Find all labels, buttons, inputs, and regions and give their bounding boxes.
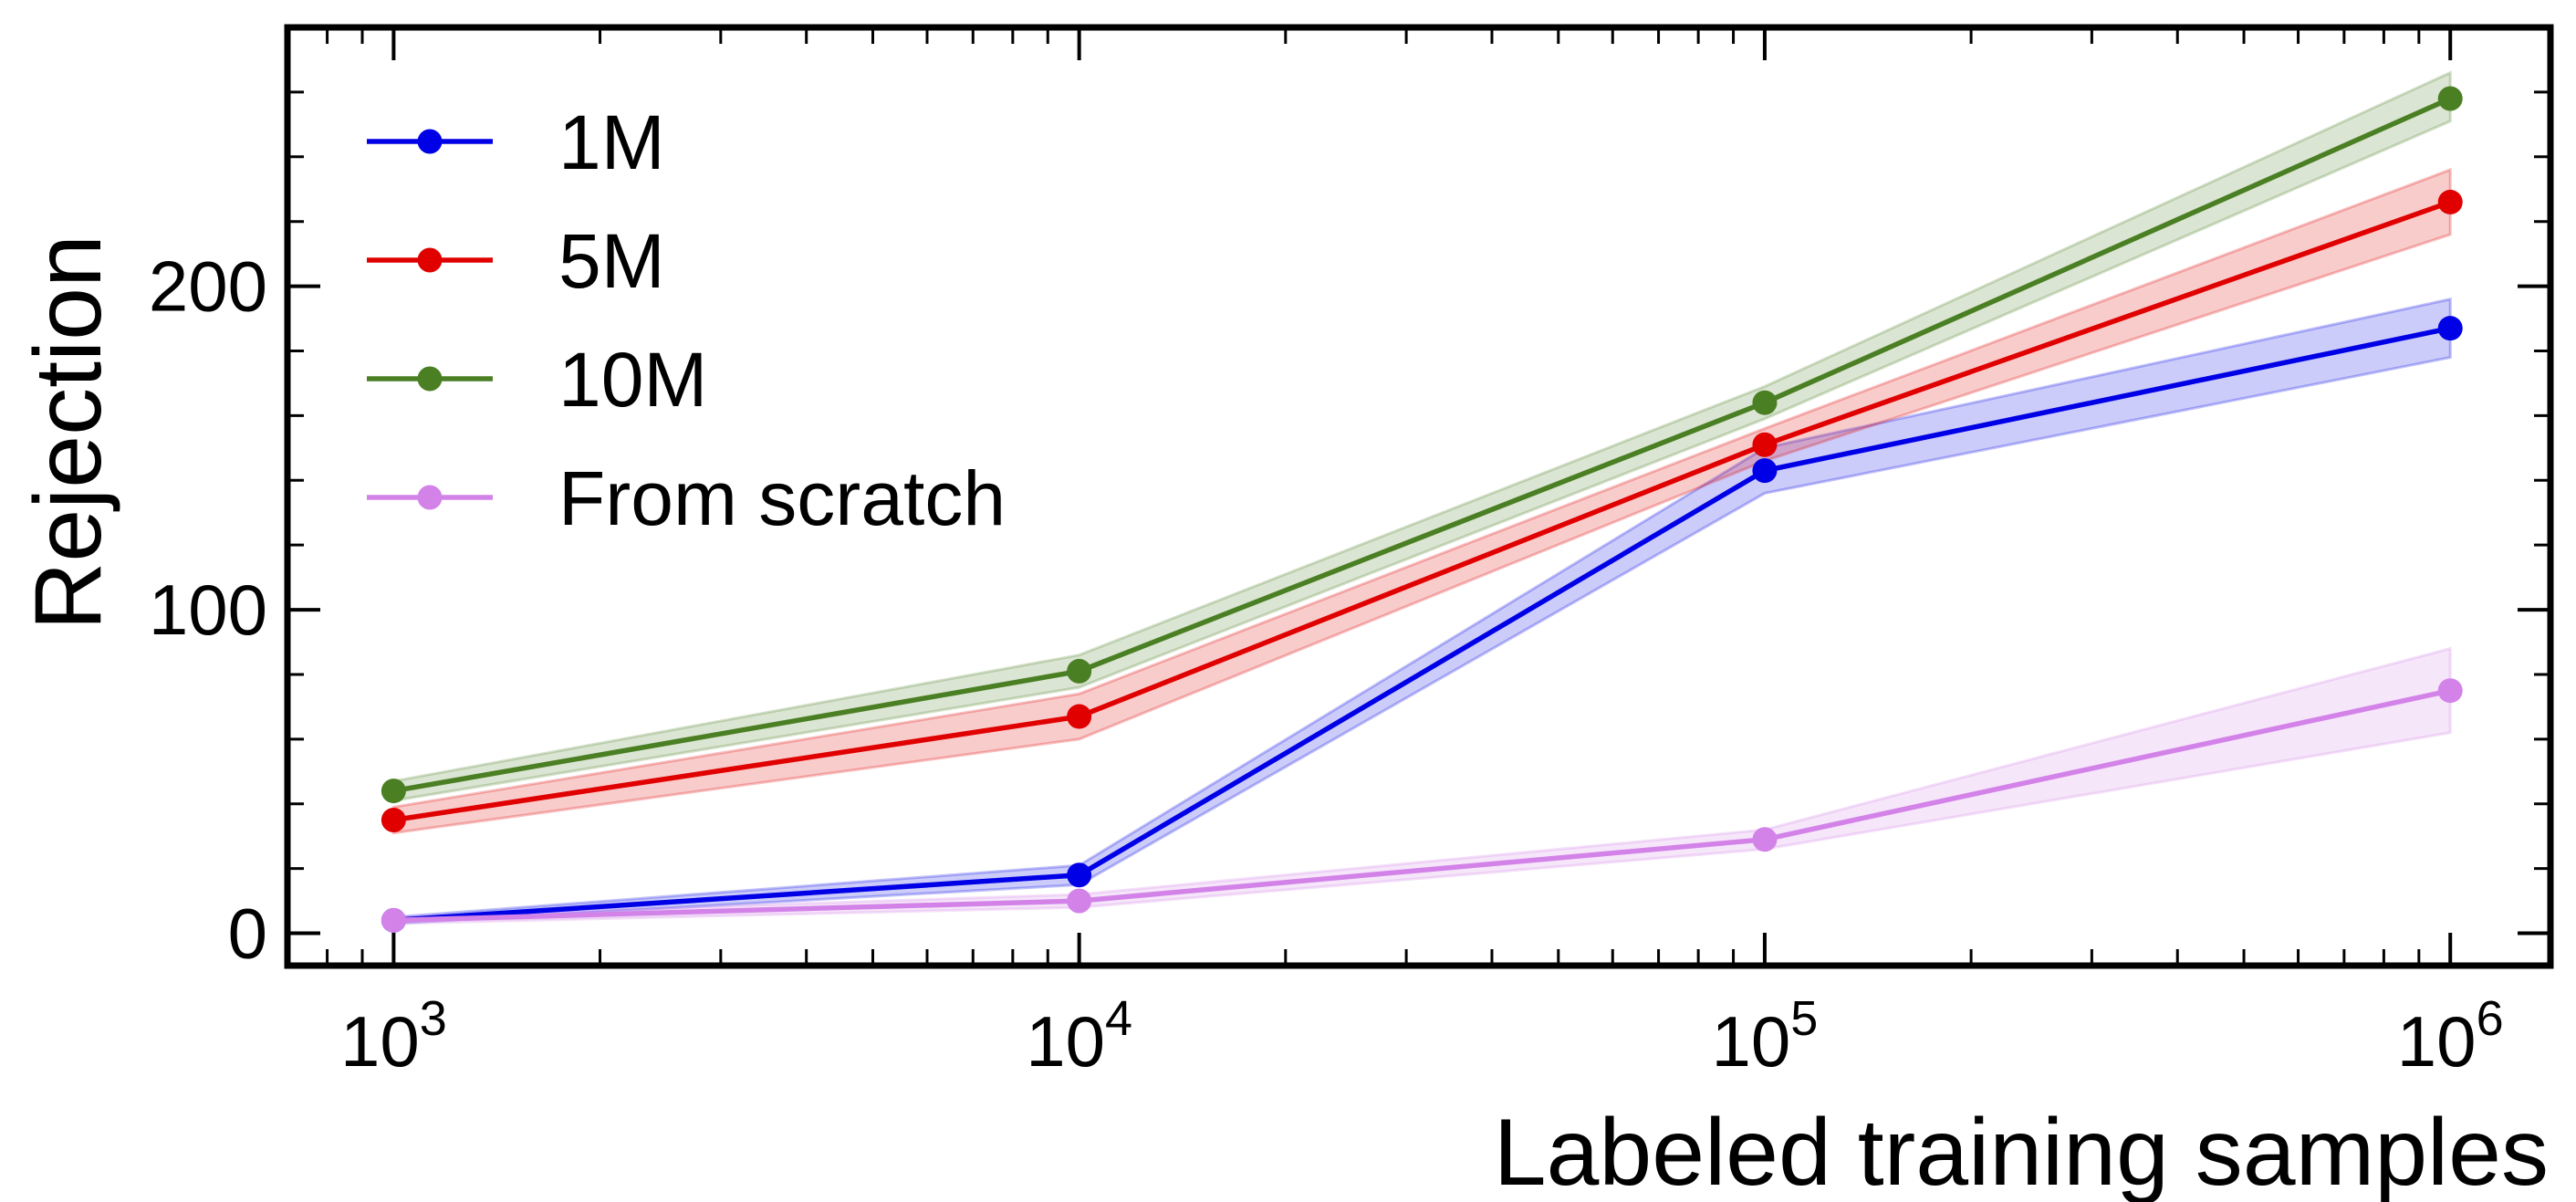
series-line-2 <box>392 96 2452 794</box>
data-point-1-1 <box>1067 704 1092 729</box>
data-point-3-3 <box>2437 678 2463 704</box>
x-tick-base: 10 <box>1026 1001 1105 1082</box>
x-tick-label: 105 <box>1712 991 1819 1082</box>
series-lines <box>381 86 2463 933</box>
data-point-0-3 <box>2437 316 2463 341</box>
band-1 <box>391 167 2452 835</box>
data-point-2-2 <box>1752 390 1778 415</box>
band-2 <box>391 70 2452 802</box>
data-point-2-3 <box>2437 86 2463 111</box>
data-point-3-0 <box>381 907 406 933</box>
x-tick-base: 10 <box>340 1001 420 1082</box>
data-point-2-0 <box>381 779 406 804</box>
data-point-0-2 <box>1752 458 1778 484</box>
x-tick-label: 104 <box>1026 991 1132 1082</box>
plot-frame <box>284 24 2554 969</box>
x-tick-base: 10 <box>2397 1001 2477 1082</box>
y-axis-label: Rejection <box>16 235 121 631</box>
legend-swatch-marker <box>417 247 443 273</box>
band-0 <box>391 297 2452 925</box>
data-point-3-1 <box>1067 888 1092 914</box>
data-point-2-1 <box>1067 658 1092 684</box>
data-point-3-2 <box>1752 827 1778 852</box>
x-tick-exponent: 4 <box>1105 991 1132 1046</box>
x-tick-base: 10 <box>1712 1001 1791 1082</box>
legend-entry-1: 5M <box>558 218 665 304</box>
x-tick-label: 106 <box>2397 991 2504 1082</box>
data-point-1-3 <box>2437 189 2463 214</box>
legend-swatch-marker <box>417 485 443 510</box>
y-tick-label: 0 <box>228 894 267 974</box>
x-tick-exponent: 6 <box>2477 991 2504 1046</box>
x-tick-exponent: 3 <box>420 991 447 1046</box>
legend-entry-3: From scratch <box>558 455 1006 541</box>
series-line-0 <box>393 325 2451 924</box>
legend-swatch-marker <box>417 129 443 154</box>
data-point-1-0 <box>381 807 406 832</box>
data-point-0-1 <box>1067 862 1092 888</box>
series-line-3 <box>393 688 2451 924</box>
y-tick-label: 100 <box>149 570 267 650</box>
y-tick-label: 200 <box>149 246 267 327</box>
x-tick-exponent: 5 <box>1790 991 1818 1046</box>
series-line-1 <box>392 199 2452 823</box>
legend-entry-0: 1M <box>558 99 665 185</box>
x-axis-label: Labeled training samples <box>1494 1100 2549 1202</box>
legend-entry-2: 10M <box>558 337 707 423</box>
data-point-1-2 <box>1752 432 1778 457</box>
x-tick-label: 103 <box>340 991 447 1082</box>
legend: 1M 5M 10M From scratch <box>367 99 1006 541</box>
legend-swatch-marker <box>417 366 443 392</box>
